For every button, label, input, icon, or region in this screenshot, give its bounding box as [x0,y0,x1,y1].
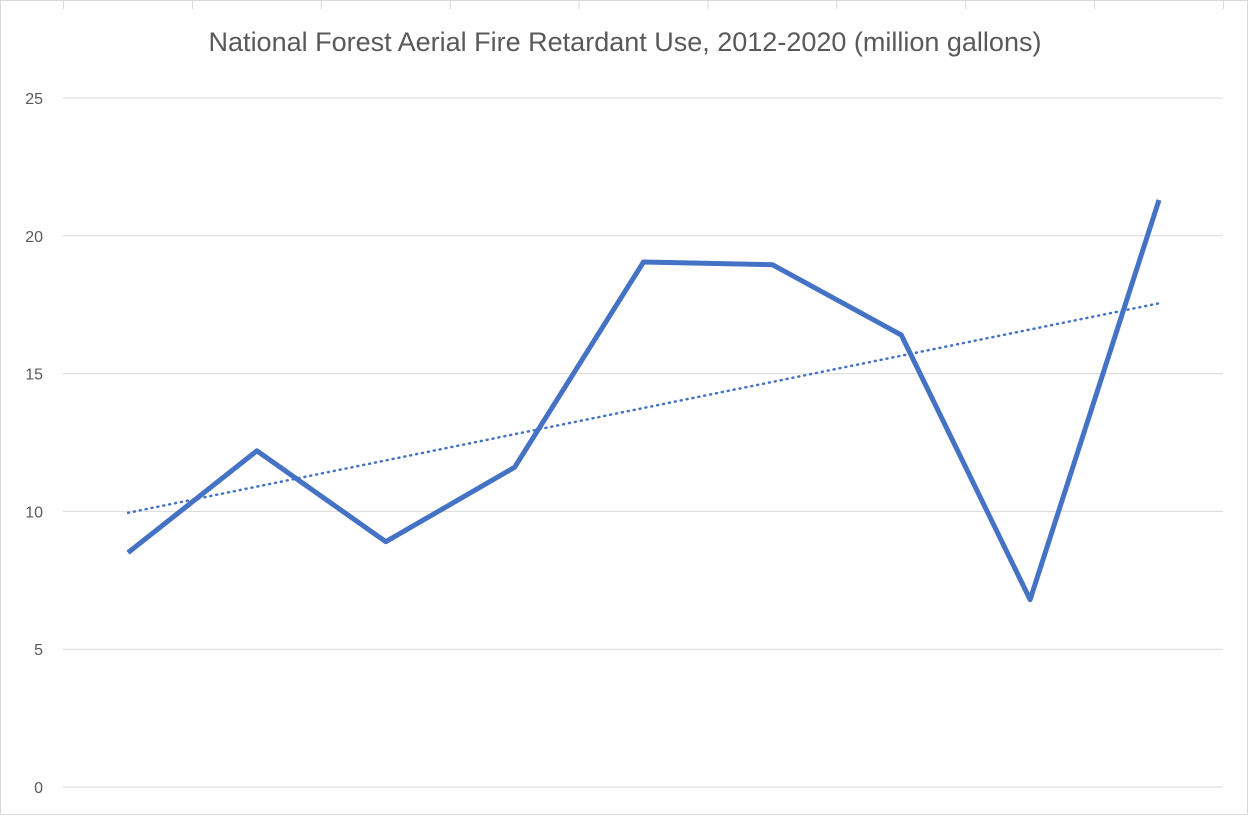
y-tick-label-20: 20 [25,229,43,246]
y-tick-label-5: 5 [34,642,43,659]
y-tick-label-15: 15 [25,367,43,384]
y-tick-label-0: 0 [34,780,43,797]
x-axis-ticks [64,1,1224,9]
y-tick-label-25: 25 [25,91,43,108]
y-tick-label-10: 10 [25,504,43,521]
y-axis-labels: 0 5 10 15 20 25 [25,91,43,797]
series-line-0 [128,200,1159,600]
trendline [128,303,1159,513]
series-layer [128,200,1159,600]
gridlines [63,98,1223,787]
